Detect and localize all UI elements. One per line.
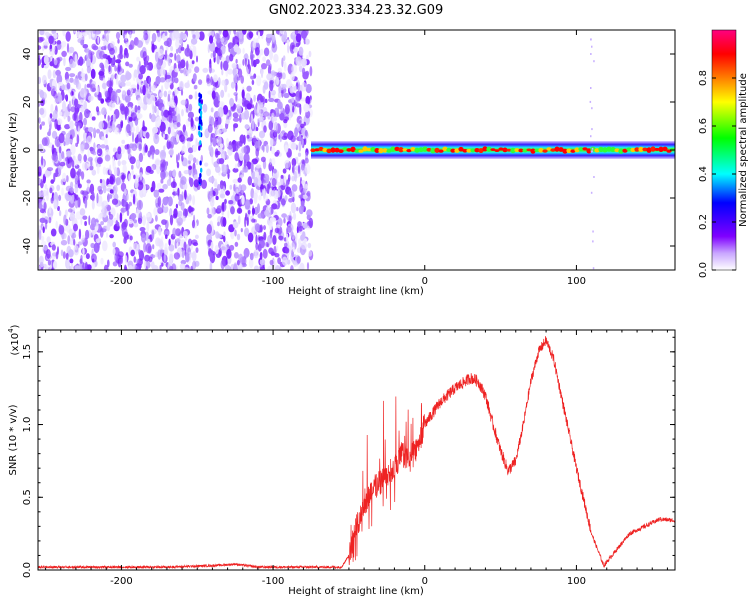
y-tick-label: 0.0 [22,562,33,578]
snr-data-point [257,567,258,568]
snr-data-point [614,552,615,553]
snr-data-point [659,519,660,520]
snr-data-point [485,395,486,396]
spectrogram-ylabel: Frequency (Hz) [8,112,19,188]
snr-data-point [553,359,554,360]
snr-data-point [417,446,418,447]
y-tick-label: 0.5 [22,489,33,505]
x-tick-label: -200 [110,576,133,587]
snr-ylabel: SNR (10 * v/v) [8,404,19,475]
colorbar-ticks: 0.0 0.2 0.4 0.6 0.8 [698,70,736,278]
snr-data-point [644,526,645,527]
y-tick-label: 20 [22,96,33,109]
snr-data-point [629,533,630,534]
x-tick-label: 100 [567,276,586,287]
colorbar-tick-label: 0.4 [698,166,709,182]
snr-data-point [318,567,319,568]
noise-texture [38,30,314,270]
x-tick-label: -200 [110,276,133,287]
snr-data-point [515,460,516,461]
snr-data-point [500,450,501,451]
snr-data-point [561,395,562,396]
snr-data-point [386,475,387,476]
snr-data-point [603,565,604,566]
snr-data-point [477,380,478,381]
snr-plot-area [38,336,675,570]
snr-data-point [591,533,592,534]
colorbar-tick-label: 0.2 [698,214,709,230]
y-tick-label: -20 [22,190,33,206]
colorbar-tick-label: 0.6 [698,118,709,134]
snr-panel: -200 -100 0 100 0.0 0.5 1.0 1.5 Height of strai… [7,324,676,597]
snr-data-point [439,402,440,403]
spectrogram-xlabel: Height of straight line (km) [288,286,424,297]
snr-data-point [379,482,380,483]
snr-data-point [341,567,342,568]
snr-data-point [409,460,410,461]
snr-data-point [546,340,547,341]
snr-data-point [394,468,395,469]
snr-data-point [212,565,213,566]
snr-data-point [288,567,289,568]
snr-scale-label: (x104) [7,324,21,355]
y-tick-label: 40 [22,48,33,61]
colorbar-tick-label: 0.0 [698,262,709,278]
snr-data-point [470,378,471,379]
colorbar: 0.0 0.2 0.4 0.6 0.8 Normalized spectral ampl… [698,29,749,278]
snr-ticks: -200 -100 0 100 0.0 0.5 1.0 1.5 [22,330,675,587]
y-tick-label: 0 [22,147,33,153]
snr-data-point [166,567,167,568]
x-tick-label: 100 [567,576,586,587]
snr-data-point [455,388,456,389]
colorbar-label: Normalized spectral amplitude [738,73,749,227]
y-tick-label: -40 [22,238,33,254]
tone-band [310,38,675,270]
snr-data-point [348,555,349,556]
snr-data-point [364,504,365,505]
snr-data-point [538,351,539,352]
colorbar-gradient [711,29,737,271]
snr-series-line [38,336,675,570]
snr-data-point [402,453,403,454]
snr-data-point [356,526,357,527]
spectrogram-image [38,30,675,270]
snr-data-point [235,564,236,565]
y-tick-label: 1.5 [22,344,33,360]
snr-data-point [493,424,494,425]
snr-frame [37,329,676,571]
snr-data-point [576,468,577,469]
snr-data-point [523,424,524,425]
x-tick-label: 0 [422,276,428,287]
snr-data-point [424,424,425,425]
figure-title: GN02.2023.334.23.32.G09 [269,3,444,18]
snr-data-point [75,567,76,568]
snr-data-point [371,490,372,491]
snr-data-point [530,380,531,381]
snr-data-point [508,471,509,472]
x-tick-label: 0 [422,576,428,587]
snr-xlabel: Height of straight line (km) [288,586,424,597]
colorbar-tick-label: 0.8 [698,70,709,86]
x-tick-label: -100 [262,576,285,587]
y-tick-label: 1.0 [22,417,33,433]
x-tick-label: -100 [262,276,285,287]
